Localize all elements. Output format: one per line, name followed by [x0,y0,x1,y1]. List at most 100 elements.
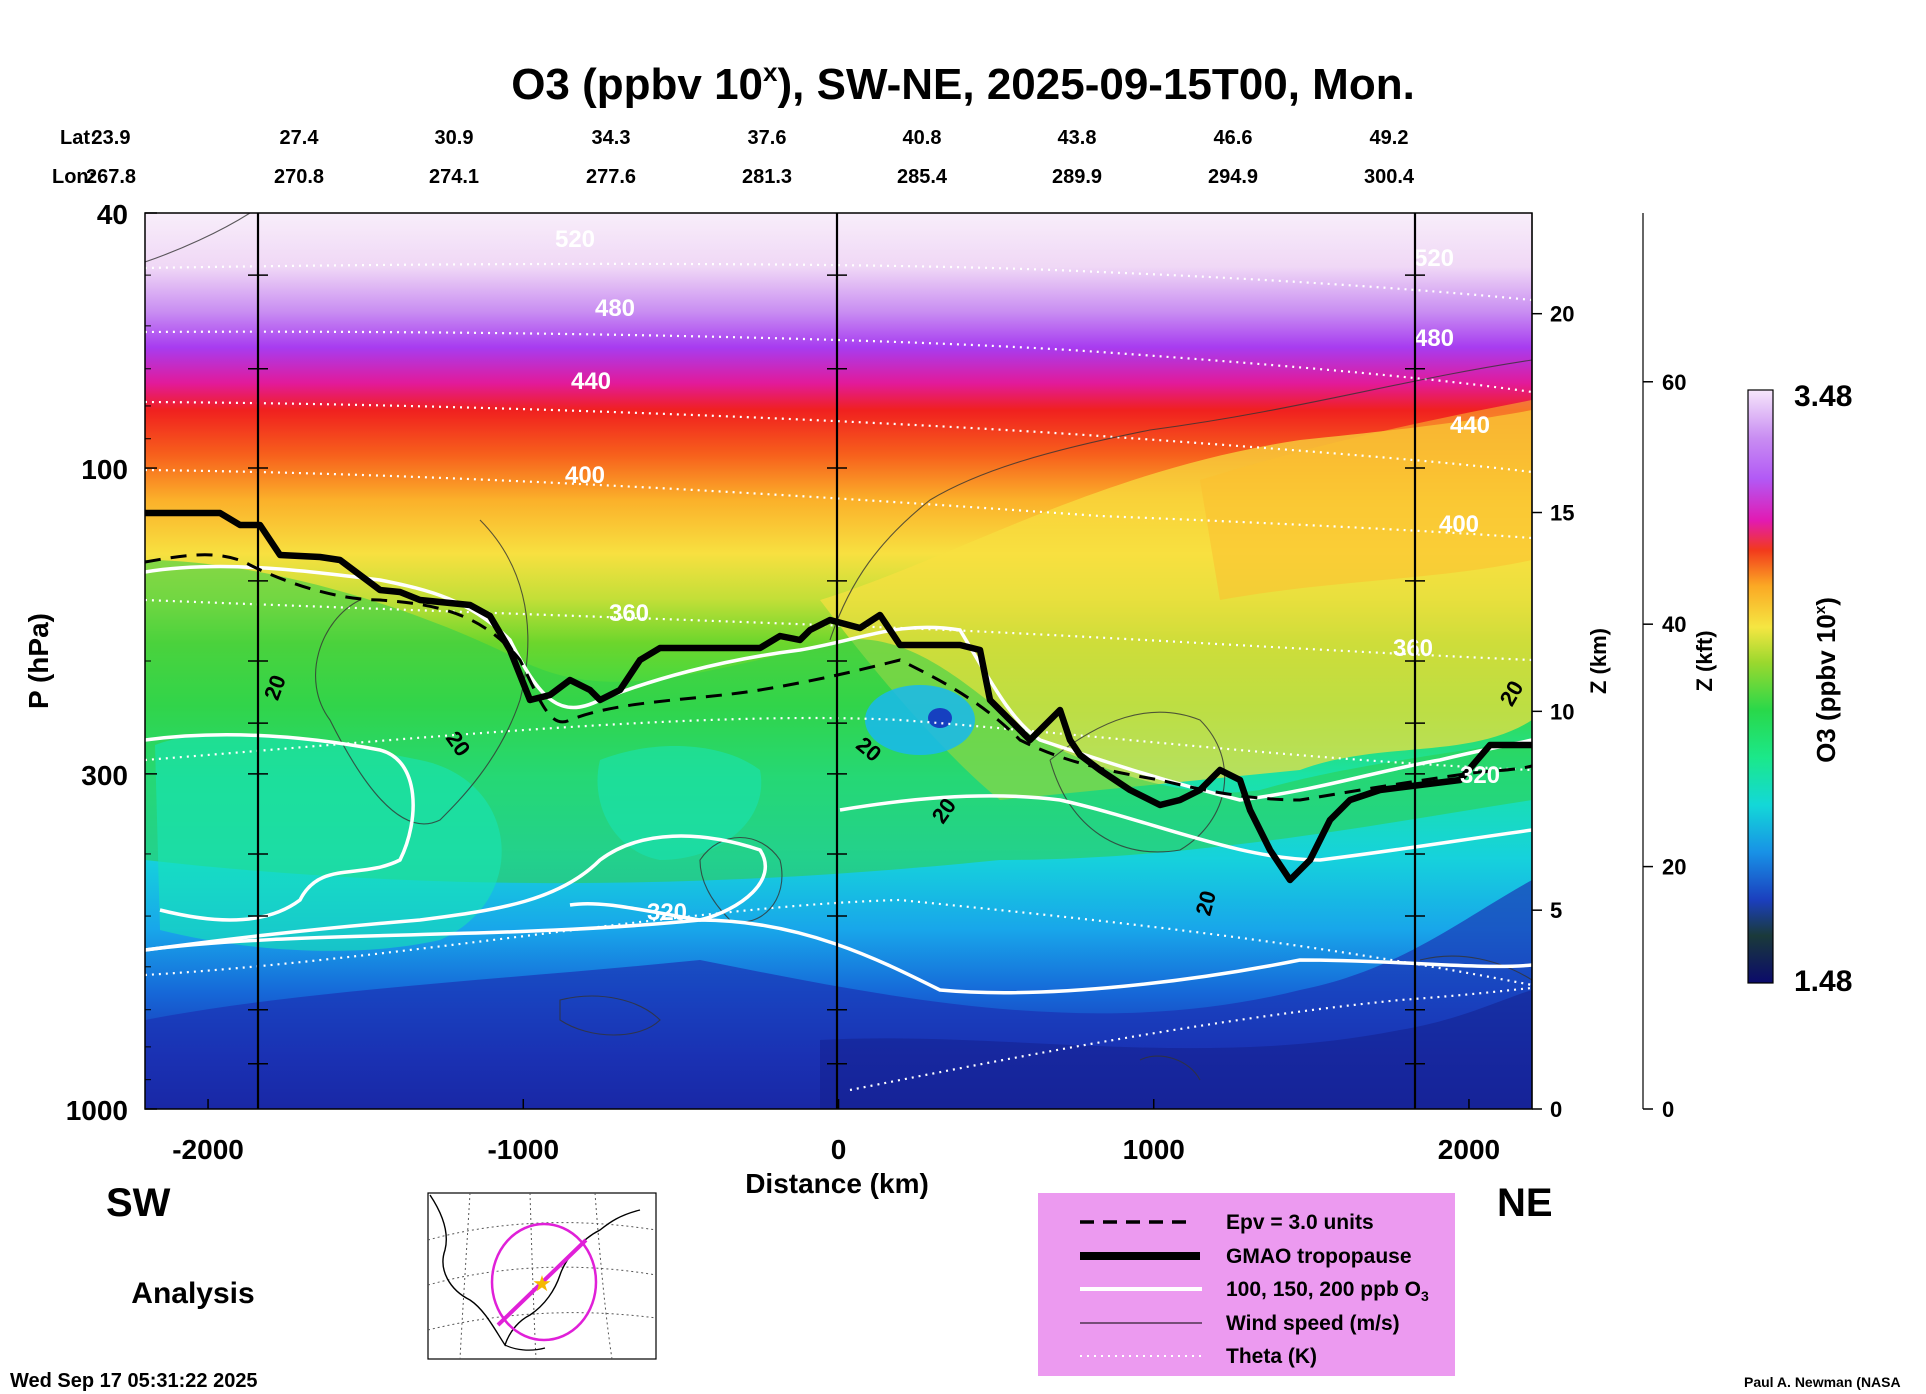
map-star-icon: ★ [532,1272,552,1297]
zkm-tick-label: 20 [1550,302,1574,327]
x-tick-label: 0 [831,1134,847,1165]
tropopause-line [145,509,1532,884]
station-ticks [248,274,1425,1065]
lon-value: 277.6 [586,166,636,188]
theta-480 [145,330,1532,394]
lat-value: 46.6 [1214,127,1253,149]
colorbar-max: 3.48 [1794,380,1852,413]
lon-value: 274.1 [429,166,479,188]
navy-lowlevel [820,990,1532,1109]
zkm-tick-label: 15 [1550,501,1574,526]
direction-sw: SW [106,1181,171,1225]
zkft-axis: 0 20 40 60 [1643,370,1686,1122]
colorbar-min: 1.48 [1794,965,1852,998]
theta-label: 360 [609,600,649,627]
theta-contours [145,262,1532,1092]
lon-value: 270.8 [274,166,324,188]
timestamp: Wed Sep 17 05:31:22 2025 [10,1370,258,1392]
zkm-axis-label: Z (km) [1586,628,1611,694]
theta-360 [145,598,1532,662]
theta-400 [145,468,1532,540]
lat-value: 40.8 [903,127,942,149]
green-band [145,560,1532,884]
low-ozone-anomaly [865,685,975,755]
theta-label: 520 [1414,245,1454,272]
theta-label: 480 [1414,325,1454,352]
chart-title: O3 (ppbv 10x), SW-NE, 2025-09-15T00, Mon… [511,57,1415,109]
y-tick-label: 1000 [66,1095,128,1126]
lon-values: 267.8 270.8 274.1 277.6 281.3 285.4 289.9 294.9… [86,166,1415,188]
lat-label: Lat: [60,127,97,149]
theta-label: 320 [647,899,687,926]
ozone-contour-150c [839,794,1532,862]
zkm-tick-label: 5 [1550,898,1562,923]
theta-440 [145,400,1532,474]
zkft-tick-label: 60 [1662,370,1686,395]
wind-contour-5 [1049,711,1226,853]
orange-tongue [1200,400,1532,600]
map-frame [427,1192,657,1360]
turquoise-patch-2 [597,746,762,860]
lat-value: 23.9 [92,127,131,149]
legend-label-wind: Wind speed (m/s) [1226,1312,1400,1335]
lat-value: 43.8 [1058,127,1097,149]
analysis-label: Analysis [131,1277,254,1310]
theta-labels: 520 480 440 400 360 320 320 520 480 440 400 360 [555,226,1500,926]
lat-values: 23.9 27.4 30.9 34.3 37.6 40.8 43.8 46.6 49.2 [92,127,1409,149]
lon-value: 300.4 [1364,166,1415,188]
y-tick-label: 40 [97,199,128,230]
legend: Epv = 3.0 units GMAO tropopause 100, 150… [1038,1193,1455,1376]
theta-label: 320 [1460,762,1500,789]
x-axis-label: Distance (km) [745,1168,929,1199]
lat-value: 37.6 [748,127,787,149]
map-range-circle [490,1222,598,1342]
theta-label: 440 [571,368,611,395]
colorbar-label: O3 (ppbv 10x) [1811,597,1841,763]
wind-contour-7 [1419,955,1532,981]
lat-value: 27.4 [280,127,320,149]
x-tick-label: 1000 [1123,1134,1185,1165]
legend-label-ozone: 100, 150, 200 ppb O3 [1226,1278,1429,1304]
lat-value: 34.3 [592,127,631,149]
legend-label-epv: Epv = 3.0 units [1226,1211,1374,1234]
x-tick-label: 2000 [1438,1134,1500,1165]
lat-value: 30.9 [435,127,474,149]
theta-320 [145,898,1532,987]
legend-label-theta: Theta (K) [1226,1345,1317,1368]
lon-value: 294.9 [1208,166,1258,188]
zkm-tick-label: 10 [1550,699,1574,724]
y-tick-label: 100 [81,454,128,485]
x-tick-label: -1000 [487,1134,559,1165]
wind-contours [145,213,1532,1081]
turquoise-patch [155,733,502,951]
wind-contour-6 [559,995,661,1036]
y-axis-label: P (hPa) [23,613,54,709]
ozone-contour-100 [145,918,1532,995]
wind-contour-2 [829,359,1532,641]
wind-contour-3 [315,519,529,825]
zkft-axis-label: Z (kft) [1692,630,1717,691]
lon-value: 289.9 [1052,166,1102,188]
low-ozone-core [928,708,952,728]
map-transect [496,1238,588,1327]
ozone-ppb-contours [145,564,1532,995]
zkft-tick-label: 40 [1662,612,1686,637]
x-tick-label: -2000 [172,1134,244,1165]
zkft-tick-label: 0 [1662,1097,1674,1122]
theta-label: 400 [1439,511,1479,538]
theta-520 [145,262,1532,302]
lon-value: 285.4 [897,166,948,188]
legend-label-tropopause: GMAO tropopause [1226,1245,1412,1268]
theta-label: 400 [565,462,605,489]
theta-310 [849,986,1532,1092]
map-coastline-2 [504,1344,546,1351]
lon-value: 267.8 [86,166,136,188]
zkm-axis: 0 5 10 15 20 [1532,302,1574,1122]
lon-value: 281.3 [742,166,792,188]
lon-label: Lon: [52,166,95,188]
ozone-contour-200 [145,564,1532,802]
theta-label: 440 [1450,412,1490,439]
theta-label: 360 [1393,635,1433,662]
